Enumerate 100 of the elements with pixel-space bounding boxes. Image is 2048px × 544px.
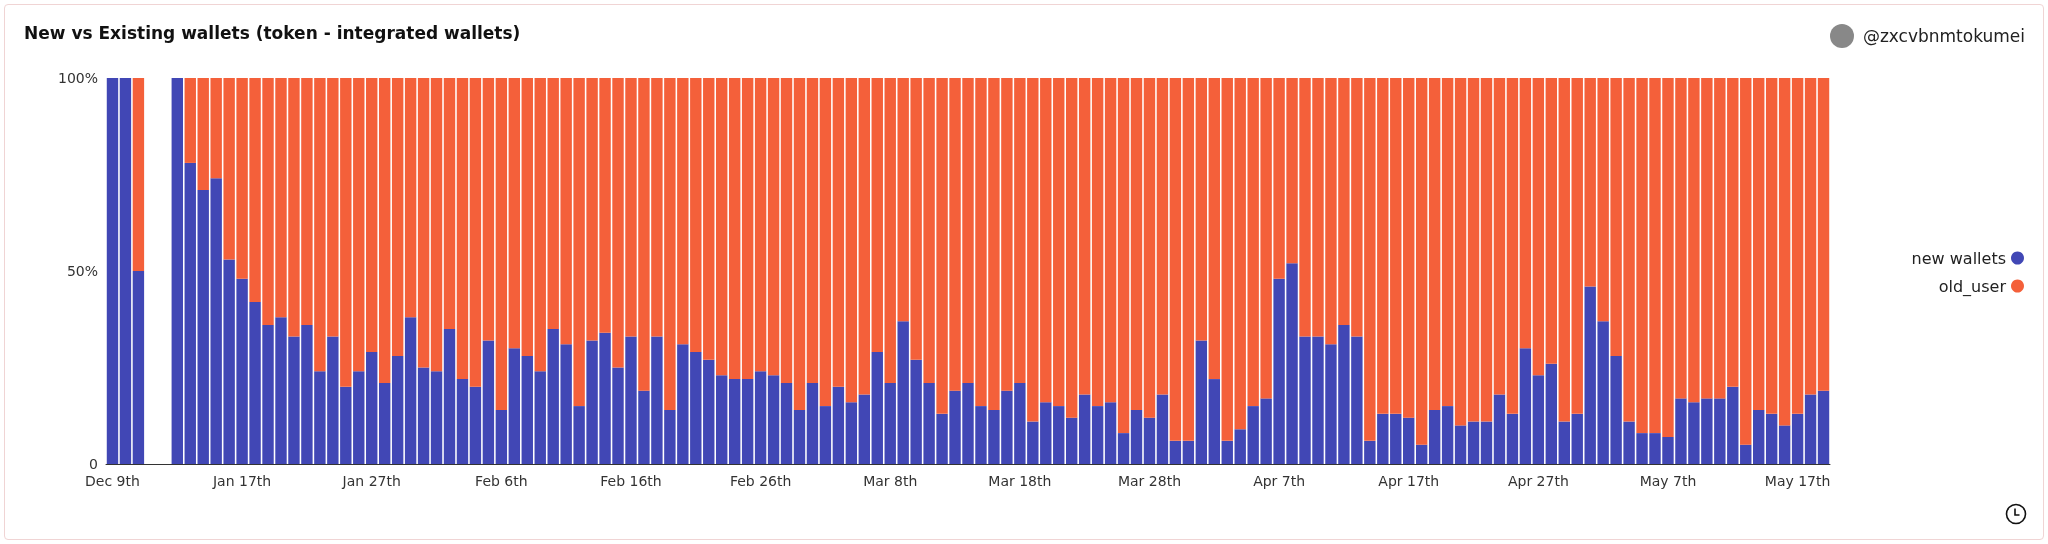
x-tick-label: Jan 17th (212, 473, 272, 489)
bar (1143, 78, 1156, 418)
bar (1053, 406, 1065, 464)
legend-label: new wallets (1911, 248, 2006, 268)
bar (184, 162, 196, 464)
x-tick-label: Apr 17th (1378, 473, 1440, 489)
y-tick-label: 100% (57, 70, 98, 86)
legend-label: old_user (1938, 276, 2007, 297)
bar (1454, 425, 1467, 464)
bar (1740, 444, 1752, 464)
bar (1740, 78, 1752, 445)
bar (1558, 421, 1570, 464)
bar (430, 371, 443, 464)
bar (1208, 78, 1220, 380)
bar (1493, 394, 1506, 464)
x-tick-label: Apr 27th (1507, 473, 1569, 489)
bar (716, 375, 728, 464)
bar (1817, 390, 1830, 464)
bar (767, 375, 780, 464)
bar (1078, 394, 1091, 464)
bar (1169, 78, 1182, 441)
bar (871, 352, 883, 464)
bar (741, 379, 754, 464)
bar (780, 78, 793, 383)
bar (1078, 78, 1091, 395)
bar (119, 78, 132, 464)
bar (184, 78, 196, 163)
bar (469, 78, 482, 387)
bar (456, 379, 469, 464)
y-tick-label: 0 (89, 456, 98, 472)
bar (378, 78, 391, 383)
text: @zxcvbnmtokumei (1862, 26, 2025, 46)
bar (171, 78, 183, 464)
bar (430, 78, 443, 372)
bar (417, 78, 430, 368)
bar (1480, 78, 1493, 422)
bar (1454, 78, 1467, 426)
bar (417, 367, 430, 464)
bar (1545, 363, 1558, 464)
bar (806, 382, 819, 464)
bar (1558, 78, 1570, 422)
bar (1208, 379, 1220, 464)
bar (716, 78, 728, 376)
bar (132, 78, 145, 271)
x-tick-label: Mar 8th (863, 473, 918, 489)
bar (1765, 413, 1778, 464)
bar (495, 78, 508, 410)
y-tick-label: 50% (66, 263, 98, 279)
bar (366, 78, 378, 353)
bar (1091, 406, 1104, 464)
bar (495, 409, 508, 464)
bar (1804, 394, 1817, 464)
bar (1428, 78, 1441, 410)
x-tick-label: Mar 28th (1117, 473, 1181, 489)
bar (1403, 417, 1415, 464)
x-tick-label: May 17th (1764, 473, 1831, 489)
bar (404, 78, 417, 318)
bar (1519, 78, 1532, 349)
bar (1532, 375, 1545, 464)
bar (521, 355, 533, 464)
bar (1480, 421, 1493, 464)
bar (1778, 425, 1791, 464)
bar (1104, 402, 1117, 464)
bar (106, 78, 119, 464)
bar (1415, 78, 1428, 445)
bar (858, 394, 870, 464)
x-tick-label: Feb 26th (729, 473, 792, 489)
bar (780, 382, 793, 464)
bar (845, 402, 858, 464)
x-tick-label: Dec 9th (85, 473, 140, 489)
bar (482, 78, 495, 341)
bar (703, 78, 715, 360)
bar (1156, 78, 1169, 395)
bar (1545, 78, 1558, 364)
bar (508, 78, 521, 349)
bar (1441, 406, 1454, 464)
bar (1169, 440, 1182, 464)
bar (832, 78, 845, 387)
bar (806, 78, 819, 383)
bar (1467, 421, 1480, 464)
bar (832, 386, 845, 464)
bar (456, 78, 469, 380)
x-tick-label: Mar 18th (988, 473, 1052, 489)
bar (1428, 409, 1441, 464)
bar (391, 355, 404, 464)
bar (754, 371, 767, 464)
bar (1130, 409, 1143, 464)
bar (482, 340, 495, 464)
x-tick-label: Apr 7th (1253, 473, 1306, 489)
bar (469, 386, 482, 464)
bar (1117, 433, 1130, 464)
bar (767, 78, 780, 376)
bar (443, 78, 456, 329)
x-tick-label: Feb 16th (600, 473, 662, 489)
x-tick-label: Jan 27th (341, 473, 401, 489)
x-tick-label: Feb 6th (475, 473, 528, 489)
bar (391, 78, 404, 356)
bar (1778, 78, 1791, 426)
bar (1506, 78, 1519, 414)
bar (1156, 394, 1169, 464)
